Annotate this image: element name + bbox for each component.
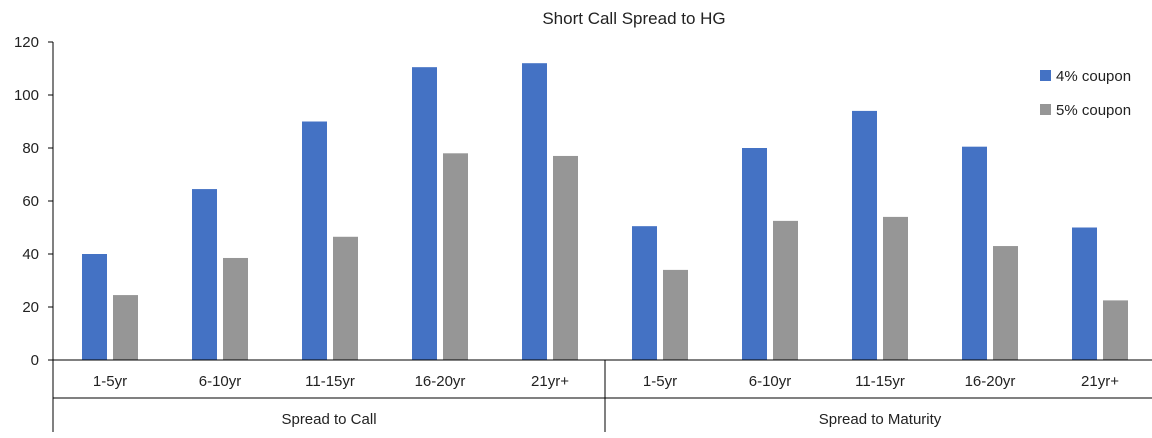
bar-series-2: [553, 155, 578, 360]
x-tick-label: 1-5yr: [93, 373, 127, 390]
bar-series-2: [333, 236, 358, 360]
bar-series-2: [113, 295, 138, 360]
bar-series-1: [302, 121, 327, 360]
bar-series-1: [1072, 227, 1097, 360]
y-tick-label: 20: [22, 299, 39, 316]
legend-label: 4% coupon: [1056, 68, 1131, 85]
bar-series-1: [742, 148, 767, 360]
bar-series-1: [962, 146, 987, 360]
chart-title: Short Call Spread to HG: [542, 9, 725, 28]
x-tick-label: 6-10yr: [749, 373, 792, 390]
bars: [82, 63, 1128, 361]
y-tick-label: 100: [14, 87, 39, 104]
bar-series-1: [522, 63, 547, 360]
bar-series-2: [663, 269, 688, 360]
x-tick-label: 11-15yr: [855, 373, 905, 390]
bar-series-2: [883, 216, 908, 360]
legend-swatch: [1040, 70, 1051, 81]
x-tick-label: 16-20yr: [965, 373, 1016, 390]
y-tick-label: 40: [22, 246, 39, 263]
bar-series-1: [412, 67, 437, 361]
x-tick-label: 21yr+: [531, 373, 569, 390]
x-tick-label: 6-10yr: [199, 373, 242, 390]
y-tick-label: 80: [22, 140, 39, 157]
x-group-label: Spread to Call: [281, 411, 376, 428]
legend: 4% coupon 5% coupon: [1040, 68, 1131, 119]
legend-label: 5% coupon: [1056, 102, 1131, 119]
y-tick-label: 60: [22, 193, 39, 210]
bar-series-2: [993, 246, 1018, 360]
x-tick-label: 21yr+: [1081, 373, 1119, 390]
bar-series-1: [192, 189, 217, 360]
x-tick-label: 16-20yr: [415, 373, 466, 390]
x-tick-label: 1-5yr: [643, 373, 677, 390]
bar-series-2: [773, 220, 798, 360]
x-tick-label: 11-15yr: [305, 373, 355, 390]
bar-series-1: [632, 226, 657, 360]
x-axis: 1-5yr 6-10yr 11-15yr 16-20yr 21yr+ Spread to …: [52, 359, 1152, 432]
bar-series-1: [852, 110, 877, 361]
bar-series-1: [82, 254, 107, 360]
bar-series-2: [443, 153, 468, 360]
y-tick-label: 120: [14, 34, 39, 51]
y-axis: 0 20 40 60 80 100 120: [14, 34, 54, 369]
bar-series-2: [223, 257, 248, 360]
x-group-label: Spread to Maturity: [819, 411, 942, 428]
y-tick-label: 0: [31, 352, 39, 369]
bar-series-2: [1103, 300, 1128, 360]
legend-swatch: [1040, 104, 1051, 115]
